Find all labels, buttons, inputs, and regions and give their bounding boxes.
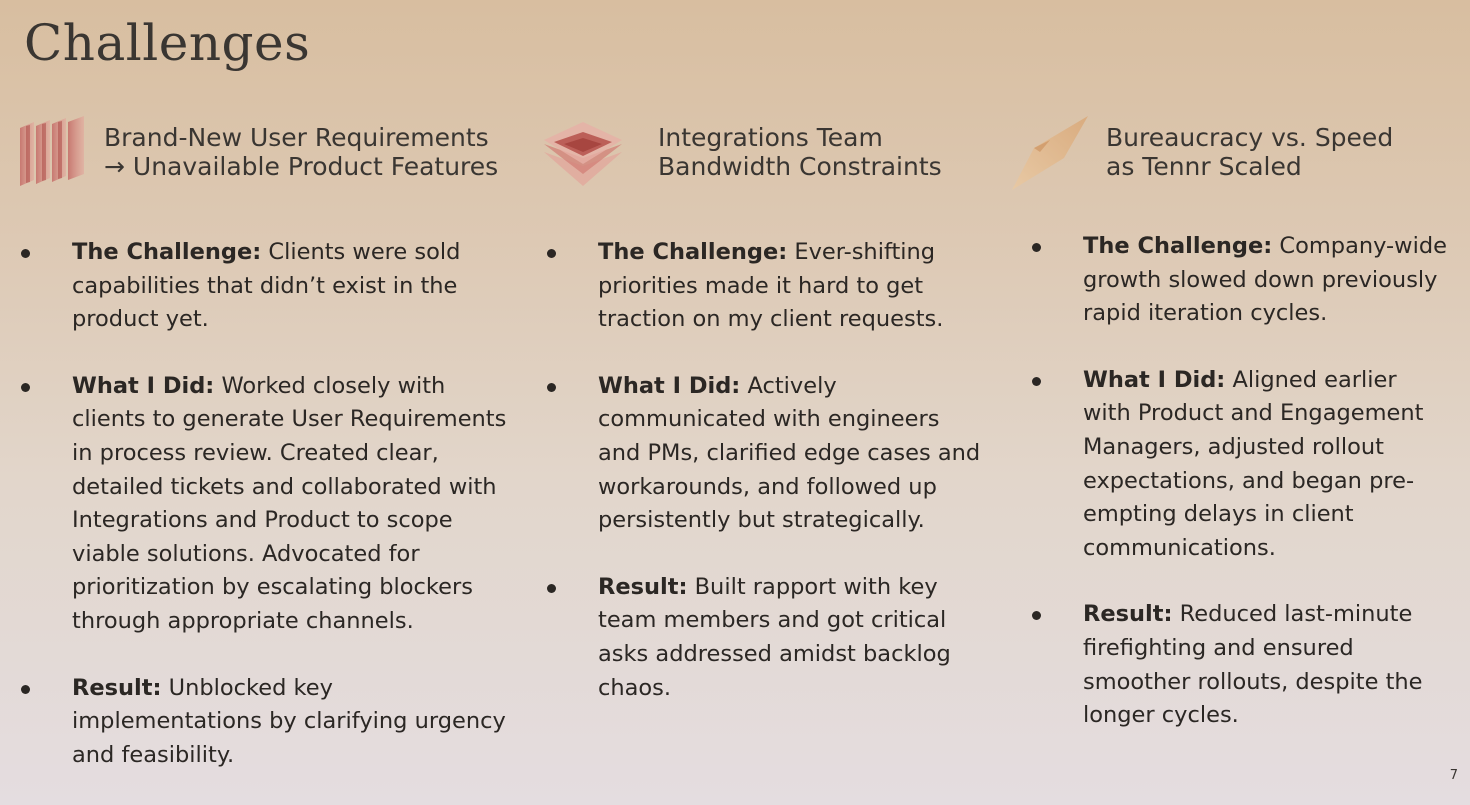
stacked-panels-icon <box>16 112 94 192</box>
column-heading: Integrations Team Bandwidth Constraints <box>658 123 942 181</box>
tilted-card-icon <box>1010 112 1088 192</box>
item-text: Reduced last-minute firefighting and ens… <box>1083 601 1423 729</box>
item-text: Aligned earlier with Product and Engagem… <box>1083 366 1424 561</box>
item-label: Result: <box>1083 601 1173 628</box>
item-label: What I Did: <box>72 372 215 399</box>
column-brand-new-requirements: Brand-New User Requirements → Unavailabl… <box>16 0 516 805</box>
item-label: Result: <box>72 674 162 701</box>
list-item: Result: Reduced last-minute firefighting… <box>1010 598 1450 732</box>
list-item: The Challenge: Clients were sold capabil… <box>16 236 516 337</box>
item-text: Unblocked key implementations by clarify… <box>72 674 506 768</box>
item-label: The Challenge: <box>72 239 262 265</box>
list-item: The Challenge: Company-wide growth slowe… <box>1010 230 1450 331</box>
list-item: What I Did: Actively communicated with e… <box>542 370 982 538</box>
item-label: The Challenge: <box>598 239 788 265</box>
page-number: 7 <box>1449 768 1458 783</box>
list-item: Result: Unblocked key implementations by… <box>16 672 516 773</box>
item-text: Clients were sold capabilities that didn… <box>72 239 461 333</box>
item-text: Actively communicated with engineers and… <box>598 372 981 534</box>
stacked-layers-icon <box>542 112 622 192</box>
bullet-list: The Challenge: Clients were sold capabil… <box>16 236 516 805</box>
list-item: What I Did: Worked closely with clients … <box>16 370 516 639</box>
item-text: Ever-shifting priorities made it hard to… <box>598 239 944 333</box>
column-header: Bureaucracy vs. Speed as Tennr Scaled <box>1010 112 1393 192</box>
item-text: Built rapport with key team members and … <box>598 573 951 701</box>
bullet-list: The Challenge: Ever-shifting priorities … <box>542 236 982 738</box>
list-item: What I Did: Aligned earlier with Product… <box>1010 364 1450 566</box>
item-label: The Challenge: <box>1083 233 1273 259</box>
item-text: Company-wide growth slowed down previous… <box>1083 233 1447 327</box>
list-item: The Challenge: Ever-shifting priorities … <box>542 236 982 337</box>
column-heading: Brand-New User Requirements → Unavailabl… <box>104 123 499 181</box>
column-integrations-bandwidth: Integrations Team Bandwidth Constraints … <box>542 0 982 805</box>
item-label: Result: <box>598 573 688 600</box>
column-header: Integrations Team Bandwidth Constraints <box>542 112 942 192</box>
bullet-list: The Challenge: Company-wide growth slowe… <box>1010 230 1450 766</box>
column-header: Brand-New User Requirements → Unavailabl… <box>16 112 498 192</box>
list-item: Result: Built rapport with key team memb… <box>542 571 982 705</box>
item-label: What I Did: <box>1083 366 1226 393</box>
item-text: Worked closely with clients to generate … <box>72 372 507 634</box>
column-heading: Bureaucracy vs. Speed as Tennr Scaled <box>1106 123 1394 181</box>
slide-title: Challenges <box>24 14 311 72</box>
column-bureaucracy-speed: Bureaucracy vs. Speed as Tennr Scaled Th… <box>1010 0 1450 805</box>
item-label: What I Did: <box>598 372 741 399</box>
